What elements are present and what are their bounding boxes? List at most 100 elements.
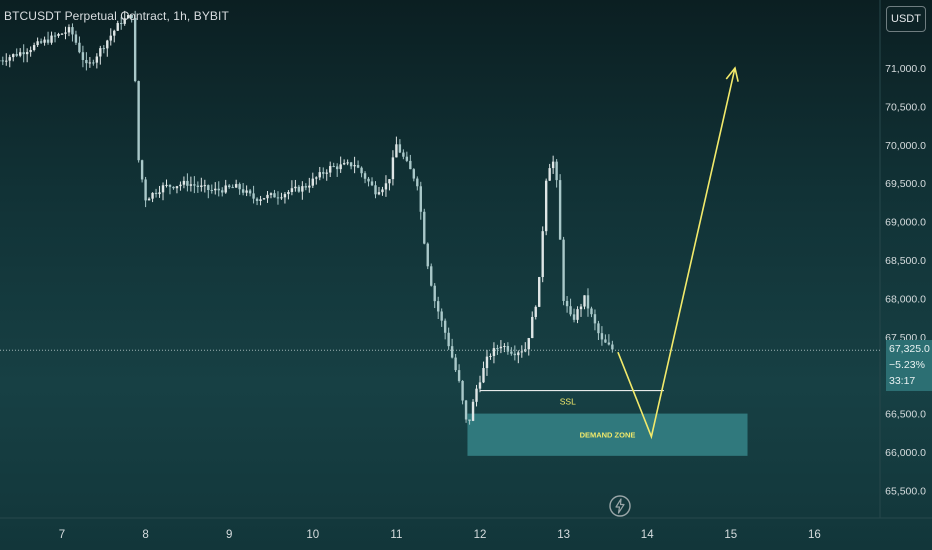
candle [1, 56, 4, 66]
candle [544, 178, 548, 236]
candle [130, 14, 133, 23]
x-tick-label: 11 [390, 529, 402, 541]
candle [276, 191, 280, 205]
candle [395, 136, 398, 158]
candle [36, 37, 39, 48]
candle-body [405, 156, 409, 161]
candle-body [221, 190, 224, 193]
candle [304, 183, 308, 191]
candle [186, 173, 189, 192]
candle [496, 344, 499, 355]
lightning-icon[interactable] [608, 494, 632, 518]
x-tick-label: 16 [808, 529, 821, 541]
currency-button[interactable]: USDT [886, 6, 926, 32]
candle [200, 177, 203, 192]
candle [12, 53, 15, 62]
y-tick-label: 66,500.0 [885, 409, 926, 421]
candle [541, 226, 544, 283]
candle-body [308, 185, 311, 188]
candle-body [464, 400, 468, 420]
candle-body [25, 52, 29, 55]
candle-body [447, 332, 450, 347]
candle-body [5, 60, 8, 62]
candle [402, 149, 405, 160]
candle [234, 179, 238, 188]
x-tick-label: 8 [142, 529, 148, 541]
candle-body [346, 162, 349, 164]
candle [461, 380, 464, 405]
candle-body [301, 186, 304, 192]
candle [95, 53, 99, 69]
candle-body [22, 52, 25, 55]
candle-body [113, 30, 116, 36]
candle [133, 10, 137, 83]
candle-body [276, 197, 280, 199]
candle-body [600, 333, 604, 340]
candle [517, 350, 520, 364]
candle-body [36, 41, 39, 46]
last-price-label: 67,325.0 −5.23% 33:17 [886, 340, 932, 391]
candle [81, 45, 85, 68]
candle [388, 179, 391, 191]
candle-body [604, 339, 607, 343]
y-tick-label: 68,500.0 [885, 255, 926, 267]
candle [506, 342, 510, 355]
candle-body [39, 41, 43, 43]
candle [71, 23, 74, 42]
candle-body [57, 33, 60, 36]
candle-body [360, 167, 363, 174]
candle-body [168, 184, 172, 187]
candle-body [437, 301, 440, 312]
candle [492, 342, 496, 364]
candle-body [126, 14, 130, 19]
candle [600, 326, 604, 346]
candle-body [147, 198, 151, 201]
candle-body [123, 18, 126, 24]
candle [391, 150, 395, 186]
candle [88, 57, 92, 68]
candle [513, 345, 517, 361]
candle-body [196, 185, 200, 187]
candle [196, 181, 200, 193]
candle [0, 60, 1, 62]
candle-body [12, 54, 15, 58]
candle [339, 156, 342, 173]
candle [475, 384, 478, 407]
candle-body [583, 295, 586, 307]
candle [607, 334, 611, 346]
candle-body [356, 165, 360, 168]
candle-body [144, 179, 147, 201]
candle-body [269, 193, 273, 195]
candle-body [19, 52, 22, 56]
candle-body [443, 320, 447, 333]
candle [569, 298, 572, 317]
y-tick-label: 66,000.0 [885, 447, 926, 459]
candle [325, 169, 328, 181]
candle [193, 176, 196, 194]
candle [102, 45, 105, 54]
candle-body [29, 49, 32, 53]
candle [126, 13, 130, 19]
candle-body [510, 351, 513, 354]
candle-body [482, 368, 485, 383]
candle [405, 151, 409, 163]
candle-body [586, 295, 590, 309]
candle [384, 175, 388, 197]
candle-body [548, 168, 551, 181]
candle [335, 163, 339, 177]
candle [231, 184, 234, 189]
candle [248, 188, 252, 197]
candle [450, 338, 454, 359]
candle [527, 337, 530, 356]
candle-body [607, 342, 611, 345]
candle [5, 53, 8, 66]
candle-body [565, 300, 569, 307]
y-tick-label: 69,500.0 [885, 178, 926, 190]
candle [294, 179, 297, 192]
candle [172, 186, 175, 190]
candle-body [266, 194, 269, 199]
candle [43, 36, 46, 46]
y-tick-label: 70,500.0 [885, 101, 926, 113]
